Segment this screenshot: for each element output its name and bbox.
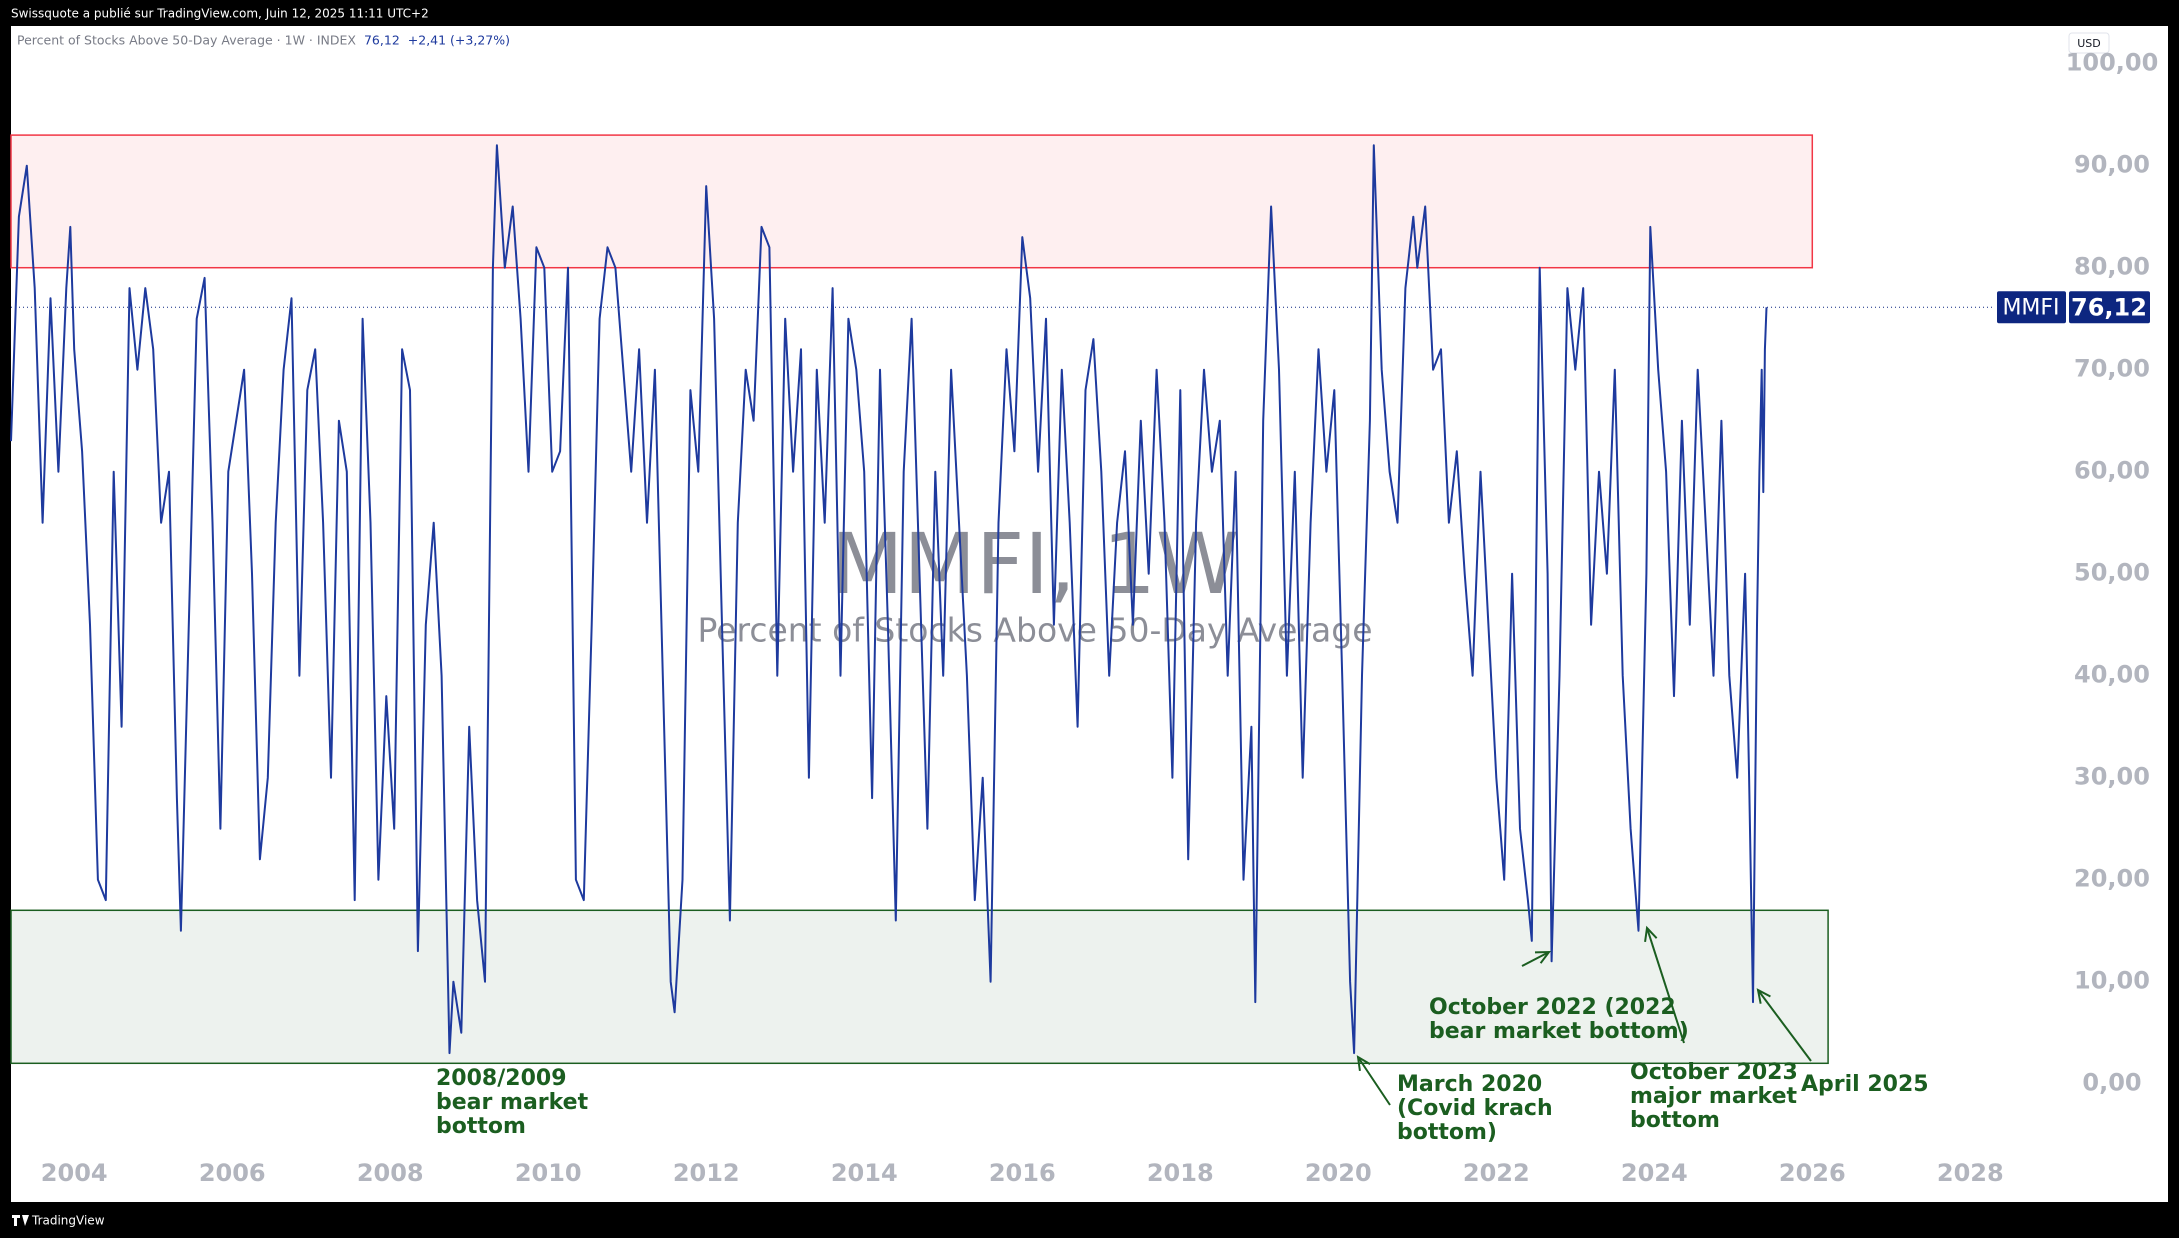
y-tick-label: 80,00 — [2074, 253, 2150, 281]
x-tick-label: 2004 — [41, 1159, 108, 1187]
y-tick-label: 20,00 — [2074, 865, 2150, 893]
last-value-name: MMFI — [2002, 295, 2059, 320]
legend: Percent of Stocks Above 50-Day Average ·… — [17, 33, 510, 48]
series-line — [10, 144, 1768, 1055]
annotation-text: October 2022 (2022 — [1429, 995, 1676, 1020]
annotation-arrow — [1646, 927, 1685, 1044]
watermark-subtitle: Percent of Stocks Above 50-Day Average — [697, 611, 1372, 650]
legend-change: +2,41 (+3,27%) — [408, 33, 510, 48]
y-tick-label: 50,00 — [2074, 559, 2150, 587]
y-tick-label: 60,00 — [2074, 457, 2150, 485]
annotation-text: bottom — [436, 1114, 526, 1139]
annotation-text: major market — [1630, 1084, 1798, 1109]
x-tick-label: 2014 — [831, 1159, 898, 1187]
last-value-label: 76,12 — [2071, 293, 2147, 321]
annotation-text: bottom — [1630, 1108, 1720, 1133]
header-text: Swissquote a publié sur TradingView.com,… — [11, 7, 429, 21]
footer-logo — [12, 1215, 29, 1226]
annotation-arrow — [1521, 951, 1550, 967]
x-tick-label: 2008 — [357, 1159, 424, 1187]
annotation-text: October 2023 — [1630, 1060, 1798, 1085]
annotation-arrow — [1757, 989, 1812, 1062]
x-tick-label: 2012 — [673, 1159, 740, 1187]
legend-value: 76,12 — [364, 33, 400, 48]
chart-panel — [11, 26, 2168, 1202]
x-tick-label: 2010 — [515, 1159, 582, 1187]
annotation-text: (Covid krach — [1397, 1096, 1553, 1121]
annotation-text: April 2025 — [1801, 1072, 1929, 1097]
x-tick-label: 2020 — [1305, 1159, 1372, 1187]
y-tick-label: 0,00 — [2082, 1069, 2141, 1097]
annotation-arrow — [1357, 1056, 1391, 1106]
annotation-arrowhead — [1356, 1055, 1371, 1072]
annotation-arrowhead — [1534, 950, 1552, 964]
x-tick-label: 2006 — [199, 1159, 266, 1187]
x-tick-label: 2018 — [1147, 1159, 1214, 1187]
x-tick-label: 2022 — [1463, 1159, 1530, 1187]
y-tick-label: 70,00 — [2074, 355, 2150, 383]
watermark-title: MMFI, 1W — [831, 515, 1239, 613]
zone — [10, 909, 1829, 1065]
annotation-text: 2008/2009 — [436, 1066, 567, 1091]
legend-name: Percent of Stocks Above 50-Day Average ·… — [17, 33, 356, 48]
annotation-text: bear market — [436, 1090, 589, 1115]
y-tick-label: 10,00 — [2074, 967, 2150, 995]
x-tick-label: 2026 — [1779, 1159, 1846, 1187]
y-tick-label: 40,00 — [2074, 661, 2150, 689]
last-value-box — [2069, 291, 2150, 324]
annotation-text: bear market bottom) — [1429, 1019, 1689, 1044]
x-tick-label: 2028 — [1937, 1159, 2004, 1187]
y-tick-label: 100,00 — [2066, 49, 2159, 77]
zone — [10, 134, 1814, 269]
annotation-text: bottom) — [1397, 1120, 1497, 1145]
annotation-arrowhead — [1756, 988, 1771, 1004]
footer-text: TradingView — [31, 1214, 105, 1228]
x-tick-label: 2016 — [989, 1159, 1056, 1187]
annotation-arrowhead — [1644, 925, 1658, 943]
currency-label: USD — [2077, 37, 2101, 50]
last-value-name-box — [1997, 291, 2066, 324]
currency-button[interactable] — [2068, 32, 2110, 54]
y-tick-label: 30,00 — [2074, 763, 2150, 791]
annotation-text: March 2020 — [1397, 1072, 1542, 1097]
y-tick-label: 90,00 — [2074, 151, 2150, 179]
x-tick-label: 2024 — [1621, 1159, 1688, 1187]
